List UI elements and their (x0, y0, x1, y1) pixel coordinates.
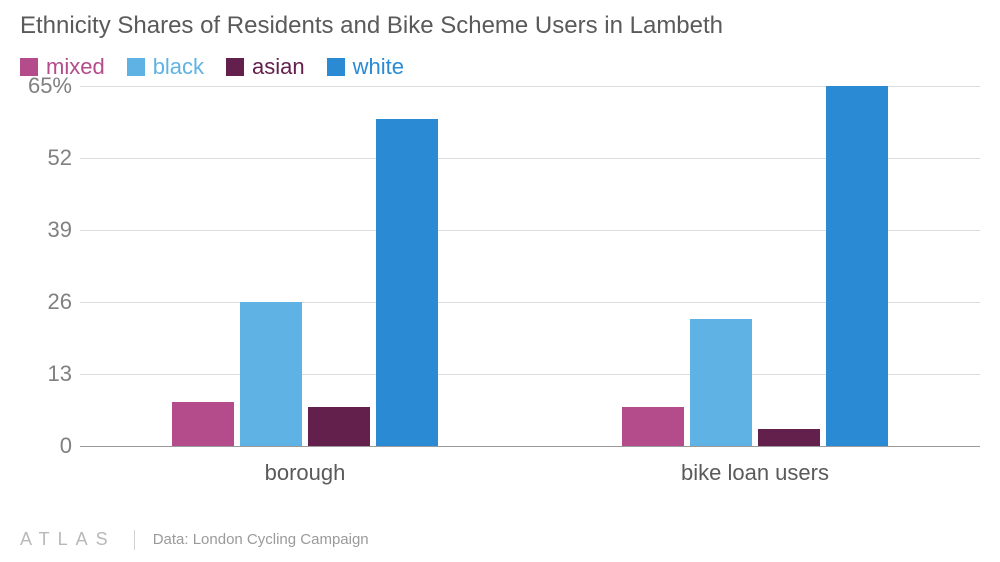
x-label-bike_loan_users: bike loan users (530, 460, 980, 486)
data-credit: Data: London Cycling Campaign (153, 531, 369, 548)
bar-bike_loan_users-white (826, 86, 888, 446)
chart-title: Ethnicity Shares of Residents and Bike S… (20, 12, 980, 40)
y-axis: 01326395265% (20, 86, 80, 446)
bar-borough-black (240, 302, 302, 446)
bar-group-borough (80, 86, 530, 446)
brand-logo: ATLAS (20, 529, 116, 550)
legend-label-black: black (153, 54, 204, 80)
legend-swatch-black (127, 58, 145, 76)
bar-bike_loan_users-asian (758, 429, 820, 446)
plot-area: 01326395265% (20, 86, 980, 446)
legend-swatch-white (327, 58, 345, 76)
y-tick: 65% (28, 73, 72, 99)
footer-divider (134, 530, 135, 550)
footer: ATLAS Data: London Cycling Campaign (20, 529, 369, 550)
legend-item-white: white (327, 54, 404, 80)
y-tick: 26 (48, 289, 72, 315)
gridline (80, 446, 980, 447)
legend-label-asian: asian (252, 54, 305, 80)
legend-label-white: white (353, 54, 404, 80)
bar-borough-asian (308, 407, 370, 446)
bar-borough-white (376, 119, 438, 446)
y-tick: 13 (48, 361, 72, 387)
legend-item-black: black (127, 54, 204, 80)
y-tick: 0 (60, 433, 72, 459)
bar-group-bike_loan_users (530, 86, 980, 446)
legend: mixedblackasianwhite (20, 54, 980, 80)
bars-area (80, 86, 980, 446)
y-tick: 52 (48, 145, 72, 171)
bar-borough-mixed (172, 402, 234, 446)
legend-item-asian: asian (226, 54, 305, 80)
x-label-borough: borough (80, 460, 530, 486)
y-tick: 39 (48, 217, 72, 243)
legend-swatch-asian (226, 58, 244, 76)
bar-bike_loan_users-black (690, 319, 752, 446)
x-axis-labels: boroughbike loan users (80, 460, 980, 486)
chart-container: Ethnicity Shares of Residents and Bike S… (20, 12, 980, 514)
bar-bike_loan_users-mixed (622, 407, 684, 446)
